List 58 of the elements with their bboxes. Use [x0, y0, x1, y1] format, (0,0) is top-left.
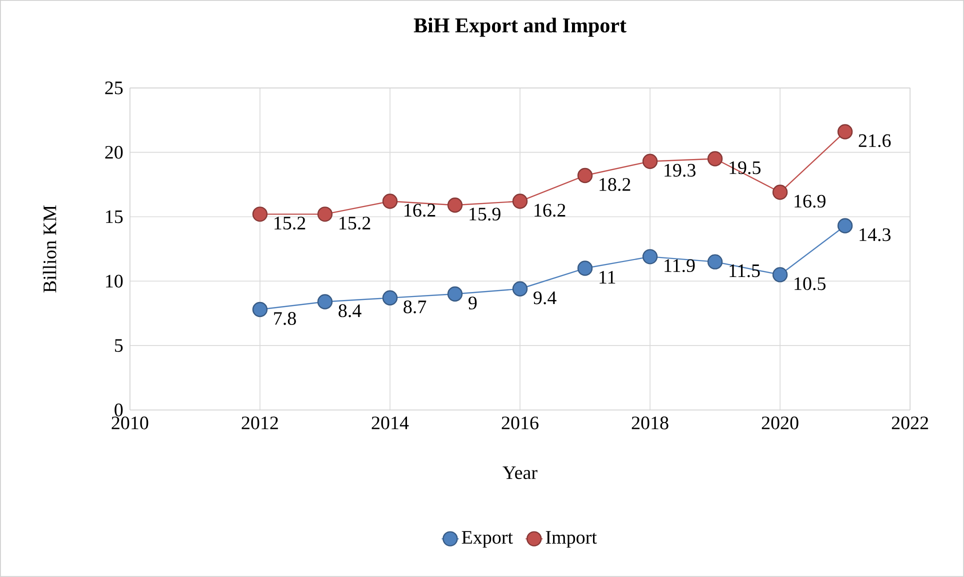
- point: [837, 218, 853, 234]
- legend-label: Export: [462, 531, 513, 548]
- point: [577, 168, 593, 184]
- point: [707, 254, 723, 270]
- point: [252, 302, 268, 318]
- point: [772, 267, 788, 282]
- y-tick-label: 25: [105, 82, 123, 94]
- x-axis-title: Year: [502, 466, 538, 480]
- data-label: 16.2: [404, 204, 436, 217]
- data-label: 11.9: [664, 259, 695, 272]
- y-tick-label: 0: [114, 404, 123, 416]
- point: [317, 206, 333, 222]
- point: [447, 198, 463, 213]
- point: [447, 286, 463, 302]
- point: [577, 260, 593, 276]
- y-tick-label: 15: [106, 210, 123, 224]
- data-label: 9.4: [534, 292, 556, 304]
- data-label: 16.9: [794, 194, 826, 208]
- x-tick-label: 2016: [502, 416, 538, 430]
- data-label: 15.2: [340, 216, 370, 230]
- x-tick-label: 2018: [632, 416, 668, 430]
- chart-title: BiH Export and Import: [414, 18, 626, 37]
- data-label: 16.2: [534, 204, 566, 217]
- y-tick-label: 20: [105, 146, 123, 159]
- x-tick-label: 2020: [762, 416, 798, 430]
- y-tick-label: 10: [106, 274, 123, 288]
- point: [252, 206, 268, 222]
- point: [772, 184, 788, 200]
- data-label: 19.5: [730, 161, 761, 174]
- point: [642, 154, 658, 169]
- data-label: 15.9: [470, 208, 500, 221]
- data-label: 14.3: [860, 228, 891, 242]
- x-tick-label: 2014: [372, 416, 409, 430]
- data-label: 21.6: [858, 134, 891, 148]
- data-label: 11.5: [730, 264, 760, 278]
- legend-label: Import: [546, 531, 597, 548]
- x-tick-label: 2012: [242, 416, 278, 430]
- data-label: 15.2: [274, 216, 306, 230]
- point: [707, 151, 723, 166]
- data-label: 7.8: [274, 312, 296, 325]
- point: [837, 124, 853, 140]
- data-label: 18.2: [600, 178, 630, 192]
- data-label: 19.3: [664, 164, 696, 177]
- y-axis-title: Billion KM: [42, 205, 56, 293]
- data-label: 9: [468, 296, 477, 310]
- point: [642, 249, 658, 264]
- point: [382, 290, 398, 306]
- data-label: 8.7: [404, 300, 426, 314]
- x-tick-label: 2022: [892, 416, 928, 430]
- data-label: 8.4: [338, 304, 362, 318]
- point: [512, 281, 528, 297]
- point: [512, 194, 528, 209]
- point: [317, 294, 333, 310]
- data-label: 11: [600, 271, 616, 284]
- y-tick-label: 5: [115, 339, 123, 352]
- point: [382, 194, 398, 209]
- x-tick-label: 2010: [112, 416, 148, 430]
- data-label: 10.5: [794, 277, 826, 290]
